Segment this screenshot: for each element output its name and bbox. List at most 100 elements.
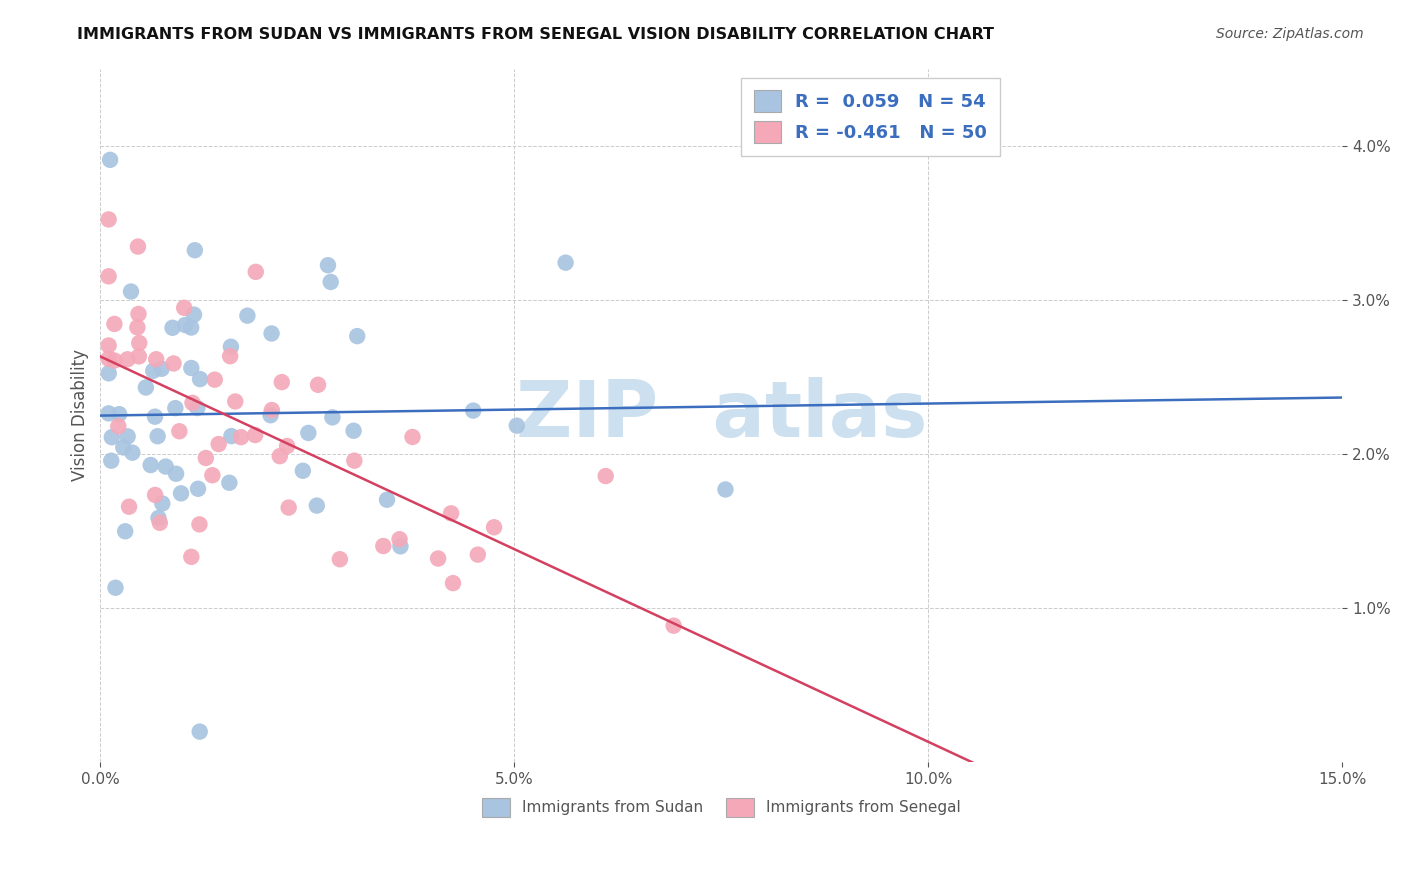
Point <box>440 506 463 520</box>
Point <box>150 496 173 510</box>
Point <box>270 375 292 389</box>
Point <box>127 239 149 253</box>
Point <box>375 492 398 507</box>
Point <box>142 364 165 378</box>
Point <box>221 429 243 443</box>
Point <box>321 410 343 425</box>
Point <box>208 437 231 451</box>
Point <box>180 361 202 376</box>
Point <box>343 453 366 467</box>
Point <box>112 441 135 455</box>
Point <box>148 511 170 525</box>
Point <box>662 618 685 632</box>
Point <box>165 467 187 481</box>
Point <box>427 551 450 566</box>
Point <box>506 418 529 433</box>
Point <box>188 372 211 386</box>
Point <box>150 361 173 376</box>
Point <box>297 425 319 440</box>
Point <box>101 430 124 444</box>
Point <box>463 403 485 417</box>
Point <box>307 377 329 392</box>
Point <box>145 352 167 367</box>
Point <box>186 401 208 415</box>
Point <box>218 475 240 490</box>
Point <box>554 255 576 269</box>
Text: Source: ZipAtlas.com: Source: ZipAtlas.com <box>1216 27 1364 41</box>
Point <box>121 445 143 459</box>
Point <box>139 458 162 472</box>
Point <box>103 353 125 368</box>
Point <box>291 464 314 478</box>
Point <box>188 724 211 739</box>
Point <box>169 424 191 438</box>
Legend: Immigrants from Sudan, Immigrants from Senegal: Immigrants from Sudan, Immigrants from S… <box>475 790 969 824</box>
Point <box>162 320 184 334</box>
Text: ZIP  atlas: ZIP atlas <box>516 377 927 453</box>
Point <box>243 428 266 442</box>
Point <box>201 468 224 483</box>
Point <box>219 349 242 363</box>
Point <box>219 340 242 354</box>
Point <box>276 439 298 453</box>
Point <box>467 548 489 562</box>
Point <box>229 430 252 444</box>
Point <box>170 486 193 500</box>
Point <box>146 429 169 443</box>
Point <box>269 449 291 463</box>
Point <box>319 275 342 289</box>
Point <box>104 581 127 595</box>
Point <box>183 308 205 322</box>
Point <box>149 516 172 530</box>
Point <box>259 409 281 423</box>
Point <box>346 329 368 343</box>
Point <box>128 307 150 321</box>
Point <box>100 453 122 467</box>
Point <box>441 576 464 591</box>
Point <box>107 419 129 434</box>
Point <box>187 482 209 496</box>
Point <box>117 429 139 443</box>
Point <box>118 500 141 514</box>
Point <box>143 488 166 502</box>
Point <box>97 269 120 284</box>
Point <box>114 524 136 539</box>
Point <box>714 483 737 497</box>
Point <box>103 317 125 331</box>
Y-axis label: Vision Disability: Vision Disability <box>72 350 89 482</box>
Point <box>595 469 617 483</box>
Point <box>128 336 150 351</box>
Point <box>135 380 157 394</box>
Point <box>173 301 195 315</box>
Point <box>97 366 120 380</box>
Point <box>97 351 120 366</box>
Point <box>180 549 202 564</box>
Point <box>204 373 226 387</box>
Point <box>342 424 364 438</box>
Point <box>245 265 267 279</box>
Point <box>97 406 120 420</box>
Point <box>180 320 202 334</box>
Point <box>127 320 149 334</box>
Point <box>97 338 120 352</box>
Point <box>162 356 184 370</box>
Point <box>277 500 299 515</box>
Point <box>143 409 166 424</box>
Point <box>117 352 139 367</box>
Point <box>329 552 352 566</box>
Point <box>236 309 259 323</box>
Point <box>305 499 328 513</box>
Point <box>108 407 131 421</box>
Point <box>155 459 177 474</box>
Point <box>389 539 412 553</box>
Point <box>165 401 187 416</box>
Point <box>260 326 283 341</box>
Point <box>373 539 395 553</box>
Point <box>184 244 207 258</box>
Point <box>97 212 120 227</box>
Point <box>181 396 204 410</box>
Point <box>260 403 283 417</box>
Point <box>128 350 150 364</box>
Point <box>174 318 197 332</box>
Point <box>388 533 411 547</box>
